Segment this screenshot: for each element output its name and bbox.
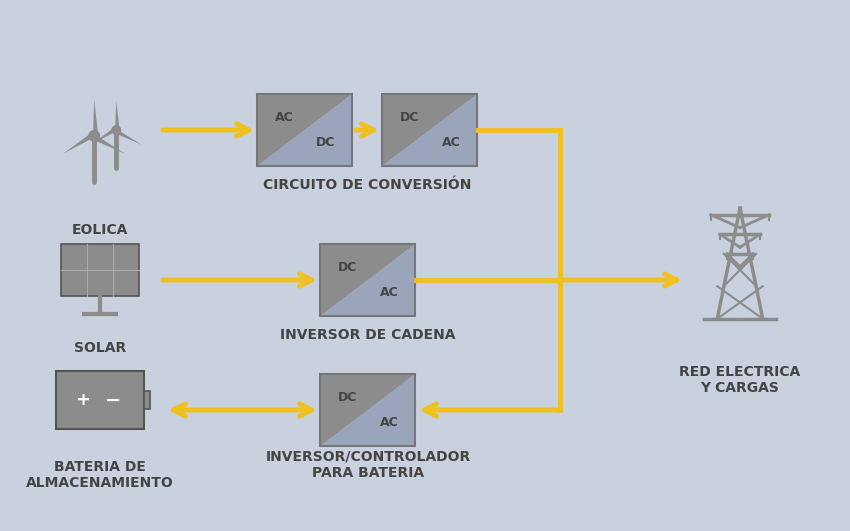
Text: DC: DC (337, 261, 357, 273)
Polygon shape (91, 127, 116, 145)
Text: CIRCUITO DE CONVERSIÓN: CIRCUITO DE CONVERSIÓN (264, 178, 472, 192)
Circle shape (112, 126, 121, 134)
Text: +: + (75, 391, 90, 409)
Polygon shape (116, 101, 120, 130)
Text: BATERIA DE
ALMACENAMIENTO: BATERIA DE ALMACENAMIENTO (26, 460, 174, 490)
Polygon shape (382, 94, 478, 166)
Text: INVERSOR DE CADENA: INVERSOR DE CADENA (280, 328, 456, 342)
Polygon shape (63, 132, 95, 154)
Bar (56, 371, 144, 429)
Polygon shape (320, 244, 416, 316)
Polygon shape (382, 94, 478, 166)
Text: AC: AC (379, 416, 399, 430)
Text: RED ELECTRICA
Y CARGAS: RED ELECTRICA Y CARGAS (679, 365, 801, 395)
Bar (258, 94, 353, 166)
Text: AC: AC (441, 136, 460, 149)
Text: DC: DC (316, 136, 336, 149)
Text: DC: DC (400, 110, 419, 124)
Polygon shape (320, 374, 416, 446)
Bar (320, 374, 416, 446)
Polygon shape (320, 244, 416, 316)
Text: −: − (105, 390, 122, 409)
Bar (61, 244, 139, 296)
Polygon shape (93, 100, 99, 136)
Polygon shape (258, 94, 353, 166)
Text: EOLICA: EOLICA (71, 223, 128, 237)
Text: DC: DC (337, 390, 357, 404)
Circle shape (89, 131, 99, 141)
Text: AC: AC (275, 110, 293, 124)
Polygon shape (92, 135, 125, 154)
Polygon shape (320, 374, 416, 446)
Bar (320, 244, 416, 316)
Polygon shape (258, 94, 353, 166)
Polygon shape (115, 129, 142, 145)
Text: INVERSOR/CONTROLADOR
PARA BATERIA: INVERSOR/CONTROLADOR PARA BATERIA (265, 450, 471, 480)
Bar (382, 94, 478, 166)
Text: SOLAR: SOLAR (74, 341, 126, 355)
Text: AC: AC (379, 286, 399, 299)
Bar (144, 391, 150, 409)
